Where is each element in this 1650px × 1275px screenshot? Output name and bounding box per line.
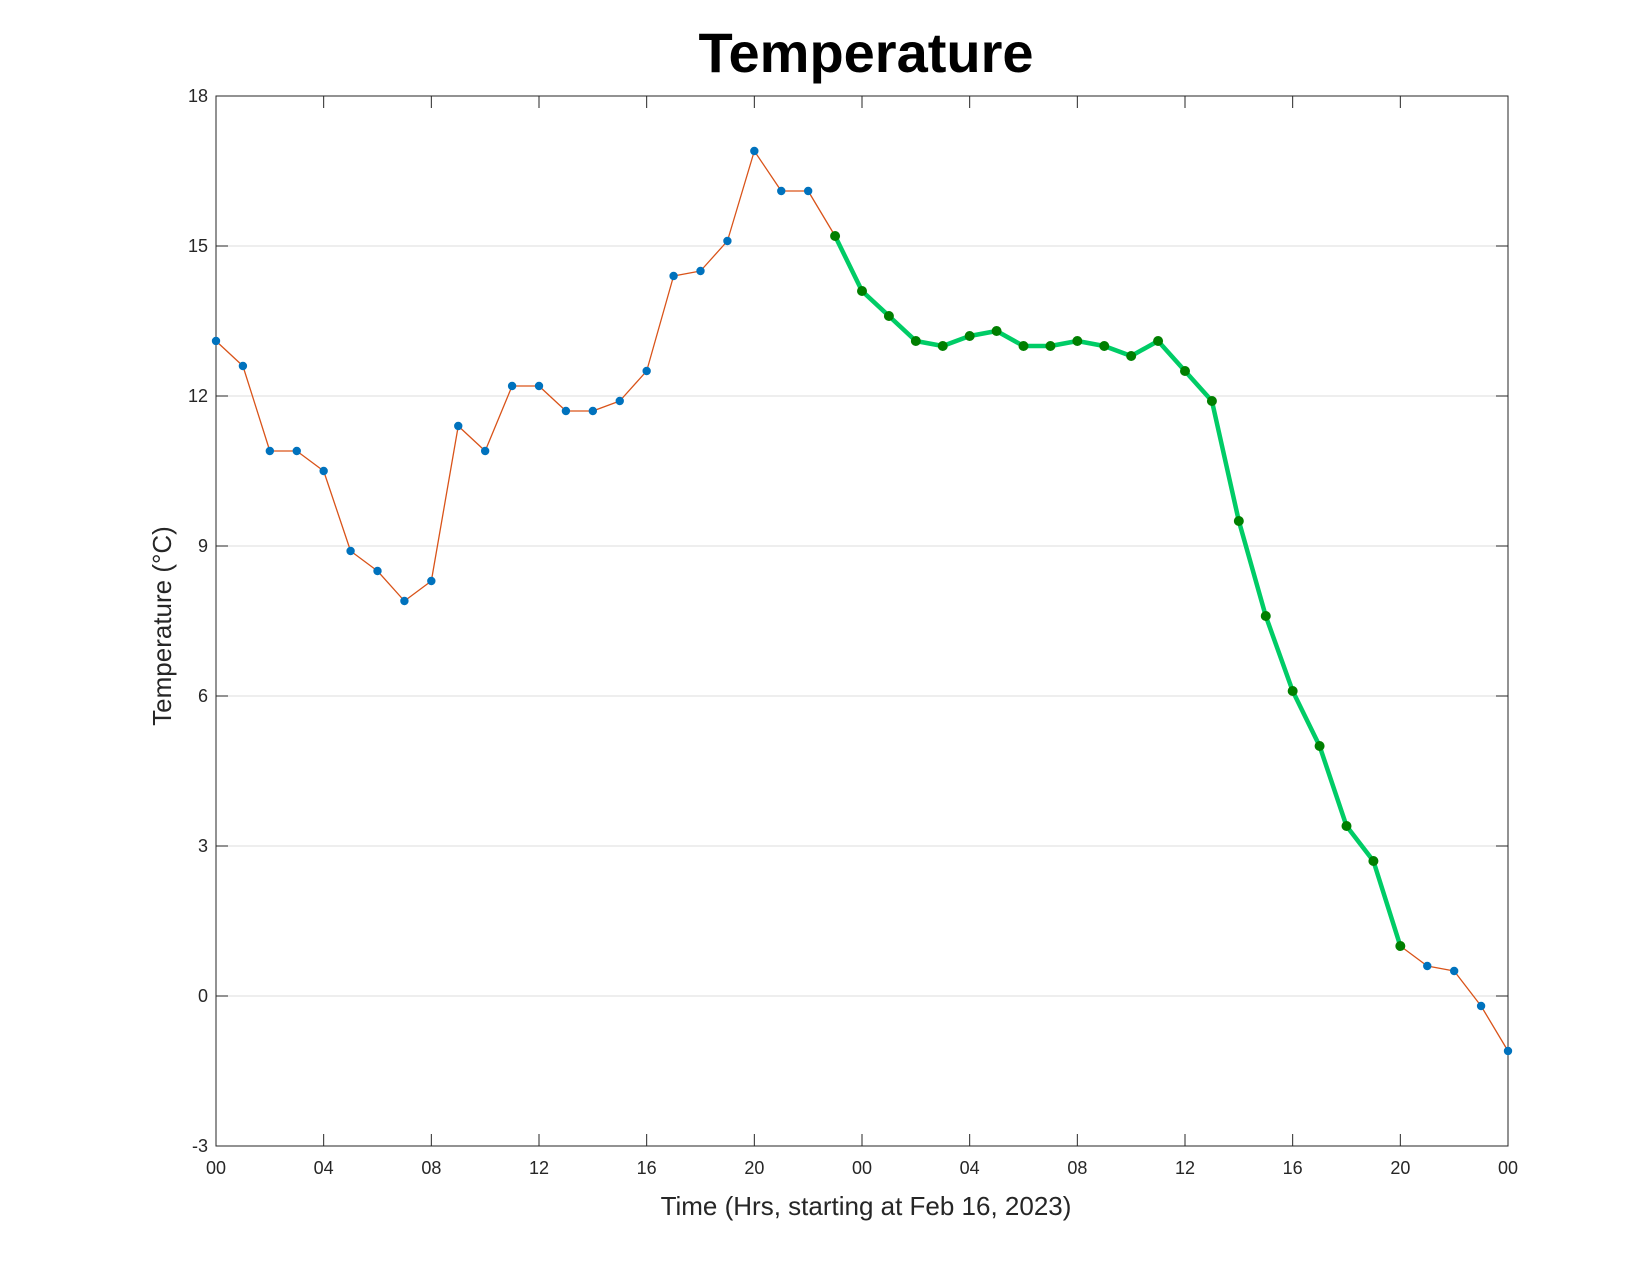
data-point-highlight — [1018, 341, 1029, 351]
chart-title: Temperature — [698, 21, 1033, 84]
data-point — [1423, 961, 1432, 971]
y-tick-label: 3 — [198, 836, 208, 856]
data-point — [211, 336, 221, 346]
x-tick-label: 16 — [1283, 1158, 1303, 1178]
data-point-highlight — [883, 311, 894, 321]
x-tick-label: 04 — [960, 1158, 980, 1178]
data-point — [534, 381, 544, 391]
x-tick-label: 16 — [637, 1158, 657, 1178]
plot-frame — [215, 95, 1509, 1147]
x-tick-label: 00 — [852, 1158, 872, 1178]
x-tick-label: 04 — [314, 1158, 334, 1178]
data-point-highlight — [1395, 941, 1406, 951]
grid-layer — [216, 245, 1508, 997]
data-point-highlight — [1206, 396, 1217, 406]
data-point — [669, 271, 678, 281]
data-point-highlight — [1368, 856, 1379, 866]
data-point — [642, 366, 651, 376]
data-point — [507, 381, 517, 391]
data-point — [777, 186, 786, 196]
x-tick-label: 12 — [1175, 1158, 1195, 1178]
data-point-highlight — [991, 326, 1002, 336]
data-point — [319, 466, 328, 476]
data-point-highlight — [1072, 336, 1083, 346]
data-point-highlight — [1153, 336, 1164, 346]
data-point — [1503, 1046, 1513, 1056]
y-tick-label: 6 — [198, 686, 208, 706]
data-point — [1476, 1001, 1486, 1011]
data-point-highlight — [857, 286, 867, 296]
data-point — [750, 146, 759, 156]
x-tick-label: 00 — [1498, 1158, 1518, 1178]
data-point — [427, 576, 436, 586]
data-point — [454, 421, 463, 431]
y-tick-label: 18 — [188, 86, 208, 106]
y-axis-title: Temperature (°C) — [147, 526, 177, 726]
x-tick-label: 08 — [421, 1158, 441, 1178]
data-point — [238, 361, 248, 371]
data-point-highlight — [937, 341, 948, 351]
data-point — [373, 566, 382, 576]
data-point — [561, 406, 571, 416]
y-tick-label: 9 — [198, 536, 208, 556]
data-point-highlight — [830, 231, 841, 241]
x-tick-label: 00 — [206, 1158, 226, 1178]
x-tick-label: 20 — [1390, 1158, 1410, 1178]
y-tick-label: -3 — [192, 1136, 208, 1156]
data-point-highlight — [1126, 351, 1137, 361]
series-line-highlight — [832, 233, 1403, 949]
data-point — [696, 266, 705, 276]
data-point — [480, 446, 490, 456]
data-point-highlight — [1314, 741, 1325, 751]
data-point-highlight — [1180, 366, 1190, 376]
x-tick-label: 12 — [529, 1158, 549, 1178]
tick-layer: -3 0 3 6 9 12 15 18 00 04 08 12 16 20 00 04 08 12 16 20 00 — [188, 86, 1518, 1178]
marker-layer — [211, 146, 1513, 1056]
data-point-highlight — [964, 331, 975, 341]
data-point — [346, 546, 355, 556]
data-point-highlight — [1233, 516, 1244, 526]
data-point-highlight — [1099, 341, 1110, 351]
x-axis-title: Time (Hrs, starting at Feb 16, 2023) — [661, 1191, 1072, 1221]
y-tick-label: 12 — [188, 386, 208, 406]
data-point-highlight — [1287, 686, 1298, 696]
data-point — [588, 406, 598, 416]
x-tick-label: 20 — [744, 1158, 764, 1178]
x-tick-label: 08 — [1067, 1158, 1087, 1178]
y-tick-label: 0 — [198, 986, 208, 1006]
data-point-highlight — [1045, 341, 1056, 351]
data-point — [400, 596, 409, 606]
data-point-highlight — [1260, 611, 1271, 621]
data-point — [1449, 966, 1459, 976]
data-point — [265, 446, 275, 456]
data-point — [723, 236, 732, 246]
data-point-highlight — [910, 336, 921, 346]
data-point — [292, 446, 301, 456]
data-point — [615, 396, 624, 406]
data-point-highlight — [1341, 821, 1352, 831]
y-tick-label: 15 — [188, 236, 208, 256]
data-point — [803, 186, 813, 196]
